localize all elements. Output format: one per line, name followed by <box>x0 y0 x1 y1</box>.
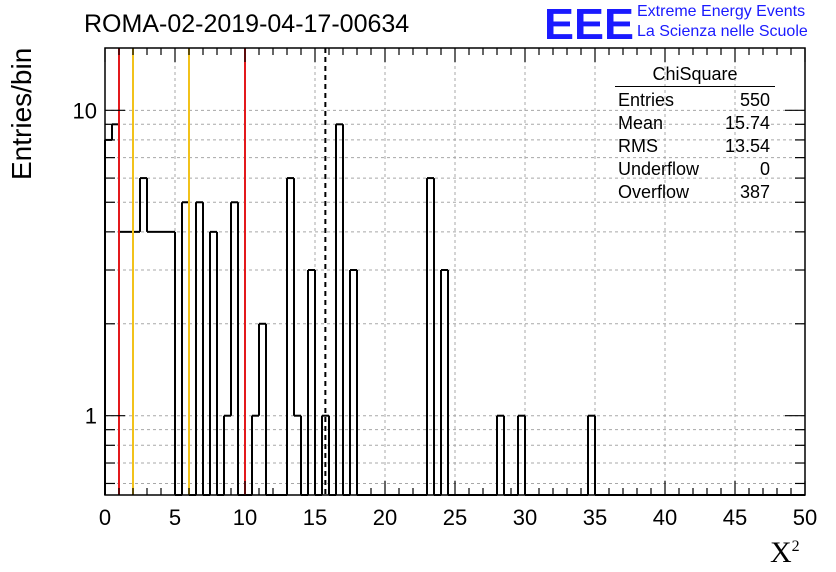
x-tick-label: 10 <box>233 505 257 530</box>
stats-title: ChiSquare <box>615 64 775 87</box>
stats-row-rms: RMS 13.54 <box>610 135 780 158</box>
stats-value: 550 <box>739 90 770 110</box>
x-tick-label: 0 <box>99 505 111 530</box>
stats-value: 13.54 <box>724 136 770 156</box>
stats-row-entries: Entries 550 <box>610 89 780 112</box>
logo-line-2: La Scienza nelle Scuole <box>637 23 808 40</box>
reference-lines <box>118 48 327 495</box>
x-axis-label-base: X <box>770 536 792 569</box>
x-axis-ticks: 0 5 10 15 20 25 30 35 40 45 50 <box>99 48 817 530</box>
x-tick-label: 25 <box>443 505 467 530</box>
y-tick-label: 1 <box>85 404 97 429</box>
x-tick-label: 20 <box>373 505 397 530</box>
stats-label: RMS <box>618 136 658 156</box>
grid-lines <box>105 48 805 495</box>
y-axis-ticks: 1 10 <box>73 98 805 485</box>
eee-logo: EEE <box>544 0 634 44</box>
stats-value: 387 <box>739 182 770 202</box>
chart-title: ROMA-02-2019-04-17-00634 <box>84 10 410 38</box>
y-tick-label: 10 <box>73 98 97 123</box>
stats-row-overflow: Overflow 387 <box>610 181 780 204</box>
stats-label: Entries <box>618 90 675 110</box>
x-tick-label: 5 <box>169 505 181 530</box>
x-tick-label: 40 <box>653 505 677 530</box>
x-axis-label-sup: 2 <box>791 538 800 555</box>
x-tick-label: 35 <box>583 505 607 530</box>
stats-value: 15.74 <box>724 113 770 133</box>
x-tick-label: 30 <box>513 505 537 530</box>
eee-logo-text: EEE <box>544 0 634 44</box>
logo-caption: Extreme Energy Events La Scienza nelle S… <box>637 2 808 42</box>
stats-box: ChiSquare Entries 550 Mean 15.74 RMS 13.54 … <box>610 64 780 204</box>
stats-row-underflow: Underflow 0 <box>610 158 780 181</box>
stats-value: 0 <box>759 159 770 179</box>
x-tick-label: 15 <box>303 505 327 530</box>
x-axis-label: X2 <box>770 536 800 570</box>
x-tick-label: 50 <box>793 505 817 530</box>
stats-row-mean: Mean 15.74 <box>610 112 780 135</box>
stats-label: Mean <box>618 113 664 133</box>
logo-line-1: Extreme Energy Events <box>637 3 806 20</box>
x-tick-label: 45 <box>723 505 747 530</box>
y-axis-label: Entries/bin <box>6 47 37 180</box>
stats-label: Overflow <box>618 182 690 202</box>
stats-label: Underflow <box>618 159 700 179</box>
